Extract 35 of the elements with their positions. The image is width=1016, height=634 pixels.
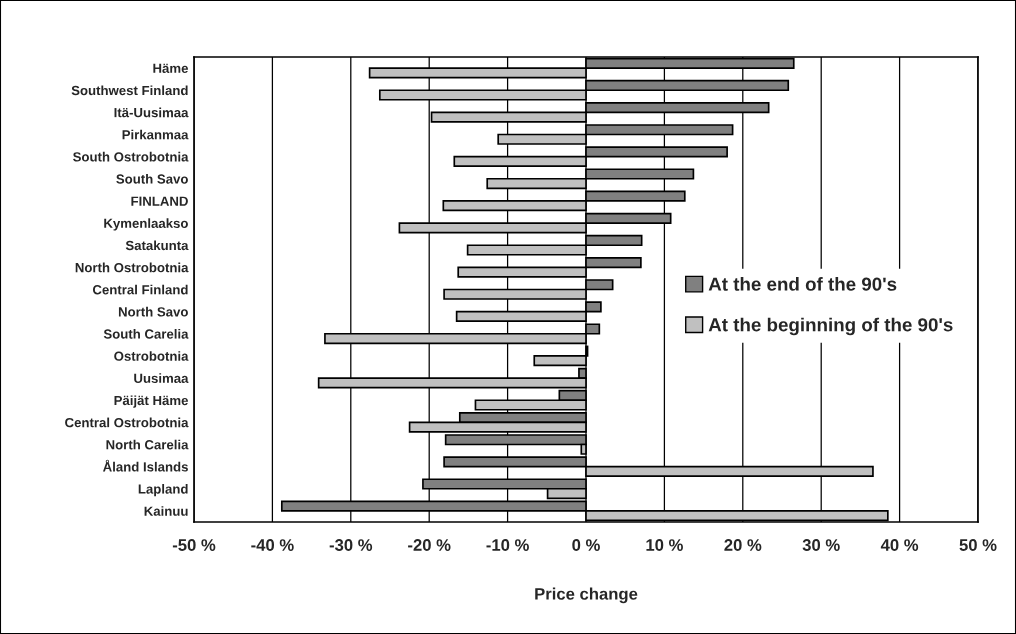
- y-tick-label: Satakunta: [125, 240, 189, 251]
- x-tick-label: 0 %: [572, 539, 600, 551]
- y-tick-label: Itä-Uusimaa: [114, 107, 189, 118]
- x-tick-label: 20 %: [724, 539, 762, 551]
- y-tick-label: North Ostrobotnia: [75, 262, 189, 273]
- y-tick-label: Kymenlaakso: [104, 218, 188, 231]
- y-tick-label: South Carelia: [103, 329, 189, 339]
- y-tick-label: Central Finland: [92, 284, 188, 295]
- y-tick-label: South Ostrobotnia: [73, 151, 189, 162]
- y-tick-label: FINLAND: [131, 196, 188, 206]
- y-tick-label: North Carelia: [106, 439, 189, 450]
- x-tick-label: -20 %: [408, 539, 451, 551]
- y-tick-label: Central Ostrobotnia: [65, 417, 189, 428]
- x-tick-label: 30 %: [802, 539, 840, 551]
- x-tick-label: 50 %: [959, 539, 997, 551]
- x-axis-title: Price change: [535, 587, 638, 604]
- legend-label: At the end of the 90's: [708, 277, 897, 291]
- y-tick-label: North Savo: [118, 306, 188, 317]
- y-tick-label: Pirkanmaa: [122, 129, 189, 140]
- y-tick-label: Åland Islands: [103, 459, 188, 472]
- y-tick-label: Uusimaa: [134, 373, 189, 383]
- x-tick-label: -40 %: [251, 539, 294, 551]
- legend-label: At the beginning of the 90's: [708, 317, 953, 336]
- x-tick-label: -30 %: [329, 539, 373, 551]
- x-tick-label: -10 %: [486, 539, 529, 551]
- y-tick-label: Kainuu: [144, 506, 188, 516]
- x-tick-label: 10 %: [646, 539, 683, 551]
- y-tick-label: Lapland: [138, 484, 188, 497]
- y-tick-label: South Savo: [116, 174, 188, 184]
- y-tick-label: Ostrobotnia: [114, 351, 189, 361]
- y-tick-label: Southwest Finland: [71, 85, 188, 96]
- x-tick-label: -50 %: [172, 539, 216, 551]
- x-tick-label: 40 %: [880, 539, 919, 551]
- y-tick-label: Häme: [153, 63, 188, 73]
- y-tick-label: Päijät Häme: [114, 395, 188, 408]
